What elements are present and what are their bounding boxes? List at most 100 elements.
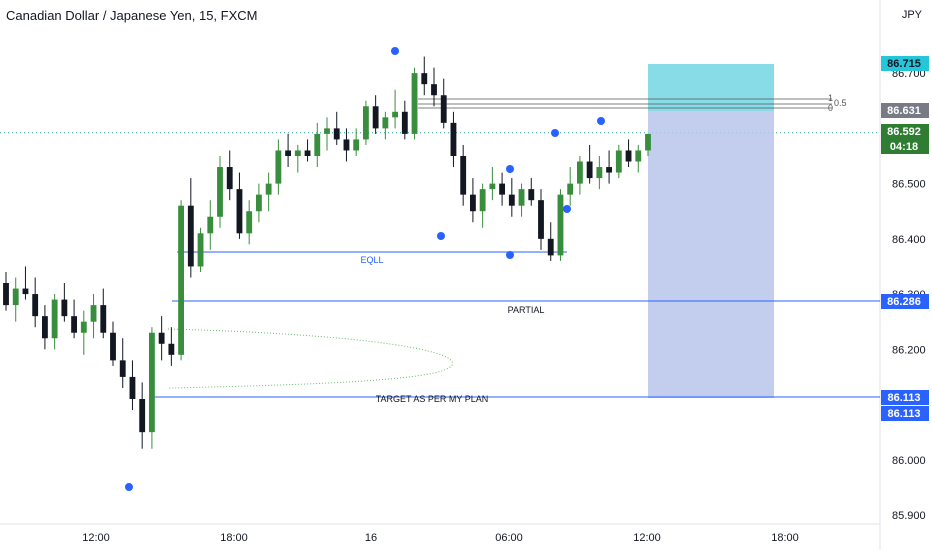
candle-body [596,167,603,179]
candle-body [294,150,301,156]
candle-body [576,161,583,184]
candle-body [168,343,175,355]
price-label-box [881,406,929,421]
candle-body [148,332,155,433]
target-zone [648,64,774,111]
price-label-target: 86.715 [887,58,921,70]
candle-body [421,73,428,85]
swing-point-marker [597,117,605,125]
candle-body [372,106,379,129]
swing-point-marker [437,232,445,240]
candle-body [314,133,321,156]
candle-body [343,139,350,151]
candle-body [392,111,399,118]
candle-body [538,200,544,239]
partial-label: PARTIAL [508,305,545,315]
x-tick-label: 12:00 [82,532,110,544]
candle-body [508,194,515,206]
candle-body [431,84,437,96]
y-tick-label: 86.000 [892,455,926,467]
candle-body [246,211,253,234]
candle-body [586,161,593,179]
price-label-box [881,103,929,118]
price-label-countdown: 04:18 [890,141,918,153]
fib-label-05: 0.5 [834,98,847,108]
candle-body [61,299,68,317]
candle-body [489,183,496,190]
candle-body [479,189,486,212]
candle-body [285,150,292,156]
candle-body [460,155,467,195]
currency-label: JPY [901,9,922,21]
candle-body [547,238,554,256]
candle-body [353,139,360,151]
candle-body [615,150,622,173]
candle-body [265,183,272,195]
price-label-level: 86.113 [887,408,920,420]
swing-point-marker [506,165,514,173]
price-label-box [881,124,929,139]
price-label-box [881,294,929,309]
candle-body [139,399,146,433]
candle-body [129,376,136,400]
price-label-level: 86.113 [887,392,920,404]
candle-body [304,150,311,156]
projection-curve [167,328,453,389]
candle-body [528,189,535,201]
price-label-last: 86.592 [887,126,921,138]
candle-body [333,128,340,140]
price-label-box [881,56,929,71]
candle-body [236,189,243,234]
candle-body [187,205,194,267]
candle-body [32,294,39,317]
candle-body [178,205,185,355]
y-tick-label: 86.500 [892,179,926,191]
candle-body [12,288,19,306]
risk-zone [648,111,774,398]
candle-body [625,150,632,162]
candle-body [100,305,107,333]
x-tick-label: 18:00 [220,532,248,544]
candle-body [51,299,58,339]
candle-body [226,167,233,190]
candle-body [635,150,642,162]
candle-body [110,332,116,361]
candle-body [22,288,29,295]
candle-body [567,183,574,195]
price-label-box [881,139,929,154]
swing-point-marker [551,129,559,137]
swing-point-marker [125,483,133,491]
price-label-box [881,390,929,405]
swing-point-marker [391,47,399,55]
candle-body [197,233,204,267]
fib-label-1: 1 [828,93,833,103]
fib-label-0: 0 [828,103,833,113]
candle-body [499,183,506,195]
candle-body [119,360,126,377]
x-tick-label: 06:00 [495,532,523,544]
candle-body [440,95,447,123]
price-label-level: 86.286 [887,296,921,308]
candle-body [450,122,457,156]
chart-title: Canadian Dollar / Japanese Yen, 15, FXCM [6,8,258,23]
candle-body [362,106,369,140]
y-tick-label: 86.700 [892,68,926,80]
target-label: TARGET AS PER MY PLAN [376,394,489,404]
x-tick-label: 16 [365,532,377,544]
swing-point-marker [506,251,514,259]
candle-body [217,167,223,217]
x-tick-label: 18:00 [771,532,799,544]
candle-body [255,194,262,212]
candle-body [90,305,97,322]
candle-body [207,216,214,234]
candle-body [71,316,78,333]
currency-selector[interactable]: JPY [902,9,922,21]
y-tick-label: 86.400 [892,234,926,246]
candle-body [382,117,389,129]
y-tick-label: 85.900 [892,510,926,522]
candle-body [469,194,476,212]
candle-body [275,150,282,184]
x-tick-label: 12:00 [633,532,661,544]
